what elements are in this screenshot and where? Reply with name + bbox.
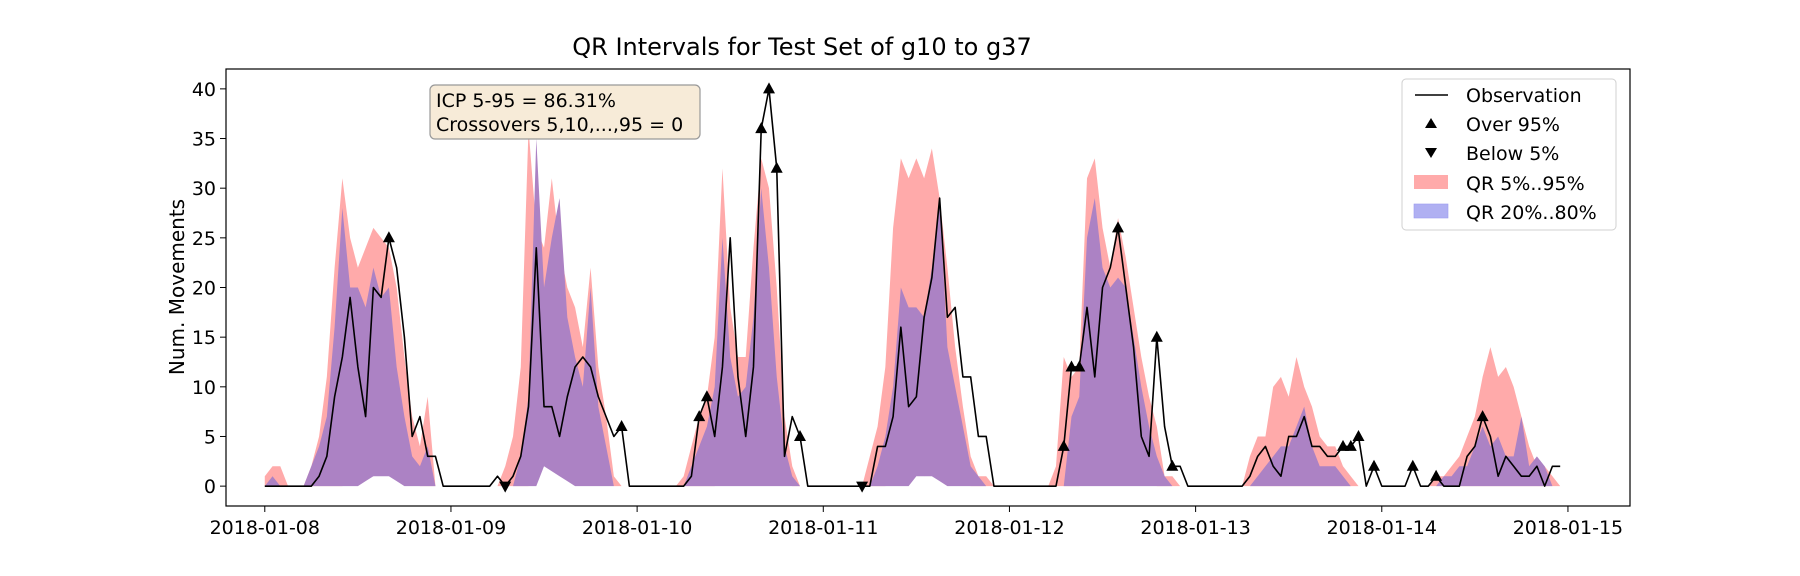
- over-95-marker-6: [770, 161, 783, 173]
- quantile-bands: [264, 128, 1561, 487]
- over-95-marker-20: [1476, 410, 1489, 422]
- below-5-marker-0: [499, 481, 512, 493]
- over-95-marker-7: [794, 430, 806, 441]
- over-95-marker-3: [700, 390, 713, 402]
- legend-qr-inner-label: QR 20%..80%: [1466, 202, 1597, 224]
- y-tick-label-0: 0: [204, 476, 216, 498]
- y-tick-label-4: 20: [192, 278, 216, 300]
- y-tick-label-5: 25: [192, 228, 216, 250]
- over-95-marker-19: [1430, 469, 1443, 481]
- over-95-marker-1: [615, 420, 628, 431]
- over-95-marker-13: [1166, 459, 1179, 471]
- over-95-marker-17: [1368, 459, 1380, 471]
- over-95-marker-11: [1112, 221, 1124, 233]
- annotation-icp: ICP 5-95 = 86.31%: [436, 90, 616, 112]
- legend-qr-outer-swatch: [1414, 175, 1448, 189]
- qr-20-80-band: [264, 138, 1561, 487]
- x-tick-label-0: 2018-01-08: [210, 517, 320, 539]
- over-95-marker-10: [1073, 360, 1086, 372]
- y-tick-label-7: 35: [192, 129, 216, 151]
- over-95-marker-16: [1352, 430, 1365, 441]
- over-95-marker-9: [1065, 360, 1078, 372]
- over-95-marker-12: [1150, 330, 1163, 342]
- y-tick-label-2: 10: [192, 377, 216, 399]
- over-95-marker-5: [763, 82, 775, 94]
- x-tick-label-6: 2018-01-14: [1327, 517, 1437, 539]
- x-tick-label-5: 2018-01-13: [1140, 517, 1250, 539]
- legend-over-marker: [1425, 118, 1437, 128]
- legend-below-label: Below 5%: [1466, 143, 1559, 165]
- legend: Observation Over 95% Below 5% QR 5%..95%…: [1401, 78, 1617, 231]
- x-tick-label-2: 2018-01-10: [582, 517, 692, 539]
- over-95-marker-2: [693, 410, 706, 422]
- y-tick-label-6: 30: [192, 178, 216, 200]
- legend-observation-label: Observation: [1466, 85, 1582, 107]
- x-tick-label-1: 2018-01-09: [396, 517, 506, 539]
- over-95-marker-18: [1406, 459, 1419, 471]
- below-5-marker-1: [856, 481, 869, 493]
- over-95-marker-0: [382, 231, 395, 243]
- x-tick-label-7: 2018-01-15: [1513, 517, 1623, 539]
- legend-box: [1401, 78, 1617, 231]
- y-tick-label-8: 40: [192, 79, 216, 101]
- y-axis-title: Num. Movements: [165, 199, 189, 375]
- over-95-marker-8: [1057, 439, 1070, 451]
- over-95-marker-15: [1344, 439, 1357, 451]
- chart-title: QR Intervals for Test Set of g10 to g37: [572, 33, 1031, 61]
- x-tick-label-4: 2018-01-12: [954, 517, 1064, 539]
- axes: 2018-01-08 2018-01-09 2018-01-10 2018-01-11…: [192, 68, 1631, 539]
- annotation-box: ICP 5-95 = 86.31% Crossovers 5,10,...,95…: [429, 84, 701, 140]
- legend-over-label: Over 95%: [1466, 114, 1560, 136]
- observation-layer: [264, 82, 1561, 493]
- over-95-marker-4: [755, 122, 768, 134]
- annotation-background: [429, 84, 701, 140]
- annotation-crossovers: Crossovers 5,10,...,95 = 0: [436, 114, 683, 136]
- legend-qr-inner-swatch: [1413, 203, 1449, 219]
- x-tick-label-3: 2018-01-11: [768, 517, 878, 539]
- legend-qr-outer-label: QR 5%..95%: [1466, 173, 1585, 195]
- y-tick-label-3: 15: [192, 327, 216, 349]
- y-tick-label-1: 5: [204, 426, 216, 448]
- over-95-marker-14: [1337, 439, 1349, 451]
- legend-below-marker: [1425, 148, 1437, 158]
